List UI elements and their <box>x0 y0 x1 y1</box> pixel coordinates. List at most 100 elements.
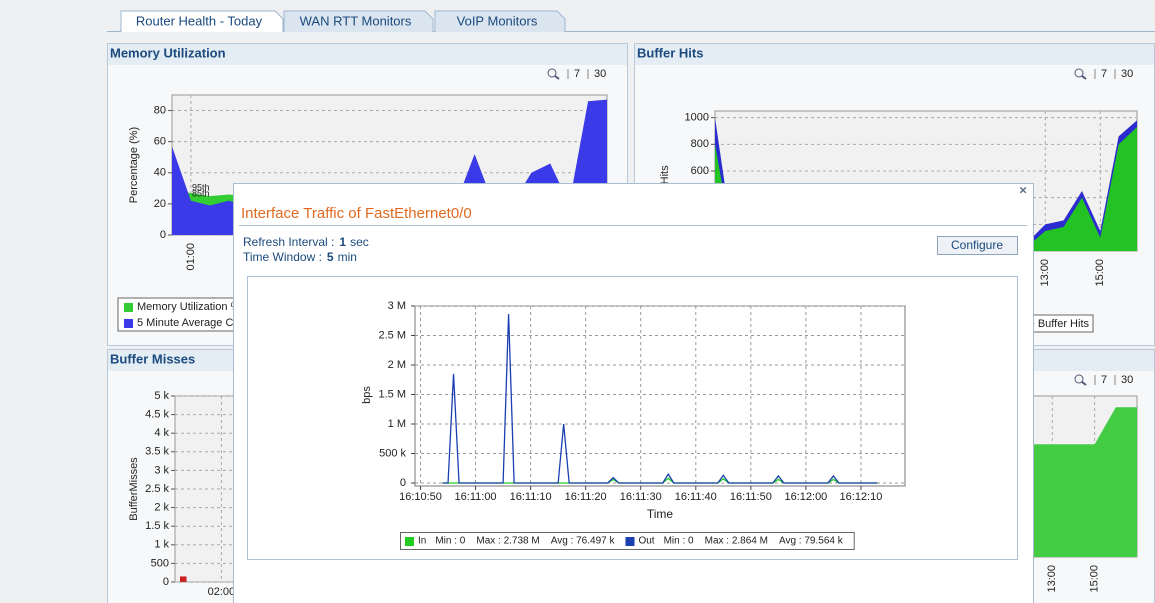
y-tick-label: 4 k <box>154 427 169 439</box>
toolbar: 7 30 <box>547 68 606 80</box>
x-tick-label: 01:00 <box>185 243 197 271</box>
x-axis-label: Time <box>647 507 674 521</box>
legend-swatch <box>625 537 635 546</box>
button-shape <box>937 236 1018 255</box>
bar <box>180 576 187 582</box>
legend-swatch <box>405 537 414 546</box>
setting-label: Time Window : <box>243 250 322 264</box>
y-tick-label: 5 k <box>154 390 169 402</box>
zoom-icon <box>554 75 560 80</box>
panel-title: Buffer Hits <box>637 45 703 60</box>
x-tick-label: 15:00 <box>1094 259 1106 287</box>
y-tick-label: 1 M <box>388 418 406 430</box>
y-tick-label: 0 <box>163 576 169 588</box>
y-tick-label: 1.5 k <box>145 520 169 532</box>
zoom-icon <box>1074 68 1084 78</box>
annotation: 95th <box>192 182 210 192</box>
toolbar-button[interactable]: 30 <box>1121 374 1133 386</box>
popup-title: Interface Traffic of FastEthernet0/0 <box>241 205 472 222</box>
toolbar: 7 30 <box>1074 374 1133 386</box>
tab-label: Router Health - Today <box>136 13 263 28</box>
legend-stat: Avg : 79.564 k <box>779 536 844 547</box>
y-axis-label: BufferMisses <box>128 457 140 521</box>
setting-value: 1 <box>339 235 346 249</box>
legend-stat: Min : 0 <box>664 536 694 547</box>
legend: In Min : 0 Max : 2.738 M Avg : 76.497 k Out M… <box>400 532 855 550</box>
x-tick-label: 16:11:30 <box>620 491 662 503</box>
annotation: 85th <box>192 188 210 198</box>
legend-stat: Max : 2.864 M <box>705 536 768 547</box>
panel-header <box>635 44 1154 65</box>
x-tick-label: 16:10:50 <box>399 491 442 503</box>
panel-title: Buffer Misses <box>110 351 195 366</box>
toolbar-button[interactable]: 7 <box>574 68 580 80</box>
panel-header <box>108 44 627 65</box>
tab[interactable]: Router Health - Today <box>120 10 284 32</box>
setting-value: 5 <box>327 250 334 264</box>
line-series <box>442 314 878 484</box>
toolbar-button[interactable]: 7 <box>1101 374 1107 386</box>
y-tick-label: 0 <box>400 477 406 489</box>
x-tick-label: 16:12:10 <box>840 491 883 503</box>
legend-stat: Max : 2.738 M <box>476 536 539 547</box>
toolbar-button[interactable]: 7 <box>1101 68 1107 80</box>
y-tick-label: 4.5 k <box>145 409 169 421</box>
tab-shape <box>434 10 566 32</box>
x-tick-label: 16:11:50 <box>730 491 772 503</box>
tab-label: WAN RTT Monitors <box>300 13 412 28</box>
tab[interactable]: WAN RTT Monitors <box>283 10 434 32</box>
legend-label: e Buffer Hits <box>1029 318 1090 330</box>
legend-stat: Avg : 76.497 k <box>551 536 616 547</box>
tab-shape <box>283 10 434 32</box>
button-label[interactable]: Configure <box>951 238 1003 252</box>
y-tick-label: 800 <box>691 138 709 150</box>
legend-label: Memory Utilization % <box>137 301 241 313</box>
toolbar: 7 30 <box>1074 68 1133 80</box>
legend-swatch <box>124 303 133 312</box>
setting-unit: min <box>338 250 357 264</box>
legend-stat: Min : 0 <box>435 536 465 547</box>
panel-title: Memory Utilization <box>110 45 226 60</box>
zoom-icon <box>1074 374 1084 384</box>
y-tick-label: 2.5 M <box>378 329 406 341</box>
toolbar-button[interactable]: 30 <box>1121 68 1133 80</box>
legend-label: In <box>418 536 426 547</box>
x-tick-label: 16:12:00 <box>784 491 827 503</box>
area <box>715 127 1137 251</box>
y-tick-label: 40 <box>154 167 166 179</box>
toolbar-button[interactable]: 30 <box>594 68 606 80</box>
y-tick-label: 1 k <box>154 539 169 551</box>
legend-label: 5 Minute Average C <box>137 317 233 329</box>
x-tick-label: 13:00 <box>1039 259 1051 287</box>
plot-area <box>414 305 906 487</box>
legend-label: Out <box>638 536 654 547</box>
y-tick-label: 500 k <box>379 447 406 459</box>
y-tick-label: 500 <box>151 557 169 569</box>
y-tick-label: 3 k <box>154 464 169 476</box>
setting: Refresh Interval : 1 sec <box>243 235 369 249</box>
y-axis-label: Percentage (%) <box>128 127 140 203</box>
setting-unit: sec <box>350 235 369 249</box>
y-tick-label: 3 M <box>388 300 406 312</box>
y-tick-label: 600 <box>691 165 709 177</box>
y-tick-label: 1.5 M <box>378 388 406 400</box>
zoom-icon <box>547 68 557 78</box>
zoom-icon <box>1081 75 1087 80</box>
y-tick-label: 2.5 k <box>145 483 169 495</box>
y-tick-label: 80 <box>154 104 166 116</box>
x-tick-label: 16:11:20 <box>565 491 607 503</box>
tab[interactable]: VoIP Monitors <box>434 10 566 32</box>
legend-swatch <box>124 319 133 328</box>
y-tick-label: 60 <box>154 136 166 148</box>
y-tick-label: 0 <box>160 229 166 241</box>
y-tick-label: 1000 <box>685 112 709 124</box>
y-tick-label: 20 <box>154 198 166 210</box>
y-tick-label: 3.5 k <box>145 446 169 458</box>
close-button[interactable]: × <box>1019 182 1027 197</box>
x-tick-label: 16:11:40 <box>675 491 717 503</box>
x-tick-label: 16:11:00 <box>455 491 497 503</box>
tab-label: VoIP Monitors <box>457 13 538 28</box>
tab-shape <box>120 10 284 32</box>
configure-button[interactable]: Configure <box>937 236 1018 255</box>
